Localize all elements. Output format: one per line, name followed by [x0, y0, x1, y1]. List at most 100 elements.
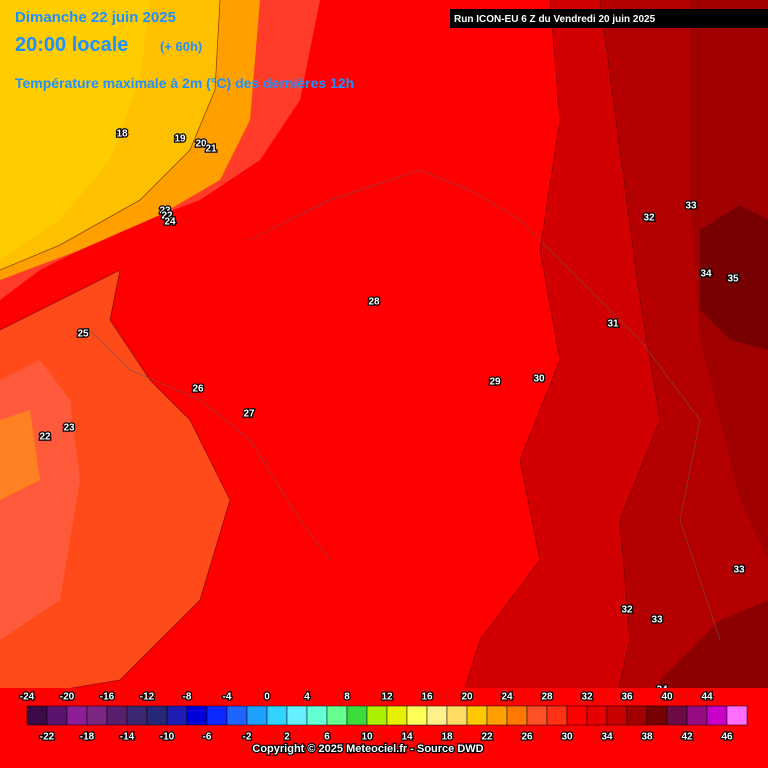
contour-label: 34	[700, 269, 712, 280]
legend-label: 6	[324, 732, 330, 743]
contour-label: 33	[733, 565, 745, 576]
color-box	[546, 705, 568, 726]
legend-label: 12	[381, 692, 393, 703]
color-box	[346, 705, 368, 726]
contour-label: 20	[195, 139, 207, 150]
color-box	[266, 705, 288, 726]
color-box	[106, 705, 128, 726]
legend-label: -6	[203, 732, 212, 743]
legend-label: 4	[304, 692, 310, 703]
legend-label: 26	[521, 732, 533, 743]
legend-label: 36	[621, 692, 633, 703]
contour-label: 21	[205, 144, 217, 155]
contour-label: 32	[643, 213, 655, 224]
run-info: Run ICON-EU 6 Z du Vendredi 20 juin 2025	[454, 14, 656, 25]
border	[249, 169, 721, 641]
contour-label: 26	[192, 384, 204, 395]
contour-label: 28	[368, 297, 380, 308]
contour-label: 18	[116, 129, 128, 140]
contour-label: 30	[533, 374, 545, 385]
legend-label: 8	[344, 692, 350, 703]
legend-label: 22	[481, 732, 493, 743]
color-box	[506, 705, 528, 726]
color-box	[326, 705, 348, 726]
contour	[439, 0, 561, 769]
legend-label: 40	[661, 692, 673, 703]
color-box	[166, 705, 188, 726]
legend-label: 20	[461, 692, 473, 703]
color-box	[626, 705, 648, 726]
legend-label: -16	[100, 692, 115, 703]
contour	[0, 269, 231, 701]
color-box	[246, 705, 268, 726]
contour-label: 35	[727, 274, 739, 285]
color-box	[446, 705, 468, 726]
legend-label: 46	[721, 732, 733, 743]
legend-label: 24	[501, 692, 513, 703]
contour-label: 19	[174, 134, 186, 145]
contour-label: 23	[63, 423, 75, 434]
run-box	[450, 9, 768, 28]
map-title: Température maximale à 2m (°C) des derni…	[15, 75, 354, 91]
legend-label: 32	[581, 692, 593, 703]
lead-time: (+ 60h)	[160, 39, 202, 54]
color-box	[306, 705, 328, 726]
color-box	[666, 705, 688, 726]
contour-label: 23	[159, 206, 171, 217]
legend-label: 14	[401, 732, 413, 743]
legend-label: 10	[361, 732, 373, 743]
color-box	[726, 705, 748, 726]
legend-label: -4	[223, 692, 232, 703]
legend-label: -22	[40, 732, 55, 743]
legend-label: 28	[541, 692, 553, 703]
legend-label: 16	[421, 692, 433, 703]
legend-label: -18	[80, 732, 95, 743]
legend-label: -12	[140, 692, 155, 703]
color-box	[586, 705, 608, 726]
zone	[0, 0, 150, 260]
contour-label: 33	[651, 615, 663, 626]
color-box	[126, 705, 148, 726]
date: Dimanche 22 juin 2025	[15, 9, 176, 26]
contour	[599, 0, 661, 769]
legend-label: 30	[561, 732, 573, 743]
legend-label: 38	[641, 732, 653, 743]
contour-label: 32	[621, 605, 633, 616]
legend-label: 44	[701, 692, 713, 703]
contour	[0, 0, 221, 271]
legend-bg	[0, 688, 768, 768]
legend-label: -8	[183, 692, 192, 703]
color-box	[26, 705, 48, 726]
zone	[0, 410, 40, 500]
color-box	[46, 705, 68, 726]
contour-label: 27	[243, 409, 255, 420]
color-box	[186, 705, 208, 726]
time: 20:00 locale	[15, 34, 128, 56]
legend-label: -20	[60, 692, 75, 703]
color-box	[406, 705, 428, 726]
contour-label: 22	[39, 432, 51, 443]
color-box	[566, 705, 588, 726]
legend-label: -14	[120, 732, 135, 743]
legend-label: -2	[243, 732, 252, 743]
legend-label: 34	[601, 732, 613, 743]
color-box	[426, 705, 448, 726]
contour-label: 31	[607, 319, 619, 330]
legend-label: 2	[284, 732, 290, 743]
contour-label: 22	[161, 211, 173, 222]
color-box	[486, 705, 508, 726]
colorbar: -24-22-20-18-16-14-12-10-8-6-4-202468101…	[19, 690, 748, 744]
legend-label: -10	[160, 732, 175, 743]
color-box	[606, 705, 628, 726]
color-box	[706, 705, 728, 726]
color-box	[646, 705, 668, 726]
color-box	[366, 705, 388, 726]
color-box	[686, 705, 708, 726]
color-box	[206, 705, 228, 726]
legend-label: 18	[441, 732, 453, 743]
color-box	[286, 705, 308, 726]
color-box	[66, 705, 88, 726]
border	[89, 329, 331, 561]
